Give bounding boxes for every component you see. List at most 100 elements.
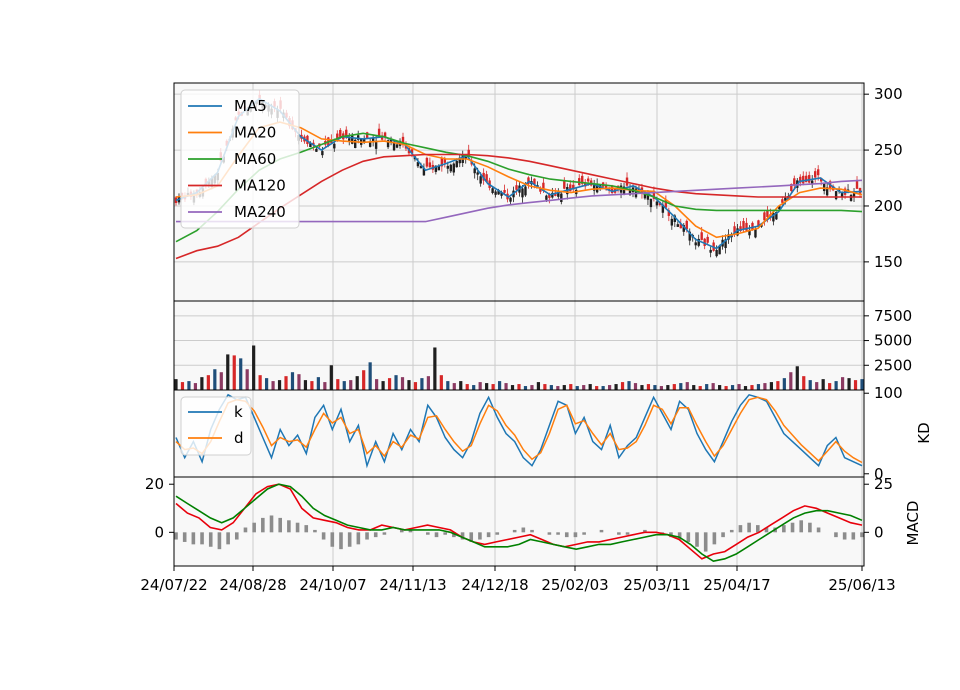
volume-bar [297, 374, 301, 390]
macd-histogram-bar [703, 532, 708, 552]
volume-bar [743, 386, 748, 390]
candle-body [604, 185, 608, 190]
candle-body [819, 177, 823, 182]
volume-bar [271, 381, 275, 390]
volume-bar [459, 381, 463, 390]
candle-body [371, 138, 375, 142]
macd-histogram-bar [208, 532, 213, 547]
volume-bar [724, 386, 728, 390]
volume-bar [232, 355, 236, 390]
volume-bar [659, 386, 663, 390]
volume-bar [517, 384, 521, 390]
candle-body [524, 186, 527, 196]
candle-body [808, 175, 811, 183]
volume-bar [776, 381, 780, 390]
candle-body [790, 183, 793, 191]
macd-ytick-left-label-0: 0 [154, 523, 164, 541]
volume-bar [685, 382, 689, 390]
xtick-label-0: 24/07/22 [140, 576, 207, 594]
macd-histogram-bar [243, 527, 248, 533]
macd-histogram-bar [200, 532, 204, 545]
volume-bar [426, 376, 430, 390]
legend-label-ma5: MA5 [234, 97, 267, 115]
candle-body [745, 222, 748, 231]
volume-bar [821, 379, 825, 390]
macd-histogram-bar [842, 532, 847, 540]
candle-body [560, 193, 563, 203]
volume-bar [789, 372, 793, 390]
candle-body [348, 138, 351, 142]
xtick-label-6: 25/03/11 [623, 576, 690, 594]
macd-histogram-bar [399, 529, 404, 533]
volume-bar [206, 375, 210, 390]
kd-ytick-label-0: 0 [874, 465, 884, 483]
candle-body [772, 212, 775, 222]
xtick-label-2: 24/10/07 [299, 576, 366, 594]
candle-body [395, 144, 399, 148]
macd-histogram-bar [278, 517, 283, 533]
volume-bar [400, 377, 405, 390]
candle-body [766, 210, 769, 217]
volume-bar [381, 381, 385, 390]
volume-bar [303, 380, 308, 390]
volume-bar [730, 385, 735, 390]
volume-bar [290, 372, 295, 390]
macd-histogram-bar [304, 525, 309, 533]
volume-bar [245, 369, 249, 390]
candle-body [389, 139, 393, 143]
candle-body [694, 242, 697, 246]
candle-body [509, 197, 512, 202]
volume-bar [795, 366, 799, 390]
macd-ytick-left-label-1: 20 [145, 475, 164, 493]
price-ytick-label-2: 250 [874, 141, 903, 159]
kd-legend-label-d: d [234, 429, 244, 447]
candle-body [799, 176, 802, 183]
macd-histogram-bar [365, 532, 369, 540]
candle-body [781, 199, 784, 203]
candle-body [715, 249, 718, 257]
macd-histogram-bar [356, 532, 361, 545]
macd-histogram-bar [755, 525, 760, 533]
macd-histogram-bar [712, 532, 717, 545]
macd-histogram-bar [686, 532, 691, 542]
volume-bar [375, 379, 379, 390]
candle-body [351, 135, 354, 144]
volume-bar [277, 380, 282, 390]
volume-bar [601, 386, 605, 390]
volume-bar [368, 362, 372, 390]
volume-bar [672, 384, 676, 390]
candle-body [727, 234, 730, 240]
candle-body [733, 226, 736, 234]
volume-bar [853, 380, 858, 390]
candle-body [422, 167, 426, 176]
macd-histogram-bar [426, 532, 430, 535]
volume-bar [737, 384, 741, 390]
candle-body [434, 165, 438, 172]
macd-histogram-bar [321, 532, 326, 540]
kd-line-k [175, 393, 863, 469]
candle-body [419, 165, 423, 169]
candle-body [542, 182, 545, 192]
volume-bar [750, 385, 754, 390]
volume-bar [510, 385, 515, 390]
candle-body [778, 205, 781, 210]
candle-body [336, 133, 339, 142]
candle-body [775, 211, 778, 220]
price-ytick-label-0: 150 [874, 253, 903, 271]
volume-bar [523, 386, 528, 390]
macd-histogram-bar [799, 520, 804, 533]
macd-line-dif [175, 483, 863, 560]
candle-body [855, 179, 859, 189]
candle-body [852, 193, 856, 197]
macd-panel-frame [173, 476, 865, 567]
volume-bar [258, 375, 262, 390]
candle-body [682, 225, 685, 232]
macd-histogram-bar [747, 522, 751, 533]
volume-bar [769, 382, 773, 390]
macd-histogram-bar [851, 532, 856, 540]
candle-body [811, 180, 814, 185]
candle-body [392, 141, 396, 151]
xtick-label-5: 25/02/03 [541, 576, 608, 594]
macd-histogram-bar [443, 532, 447, 535]
candle-body [515, 185, 518, 190]
